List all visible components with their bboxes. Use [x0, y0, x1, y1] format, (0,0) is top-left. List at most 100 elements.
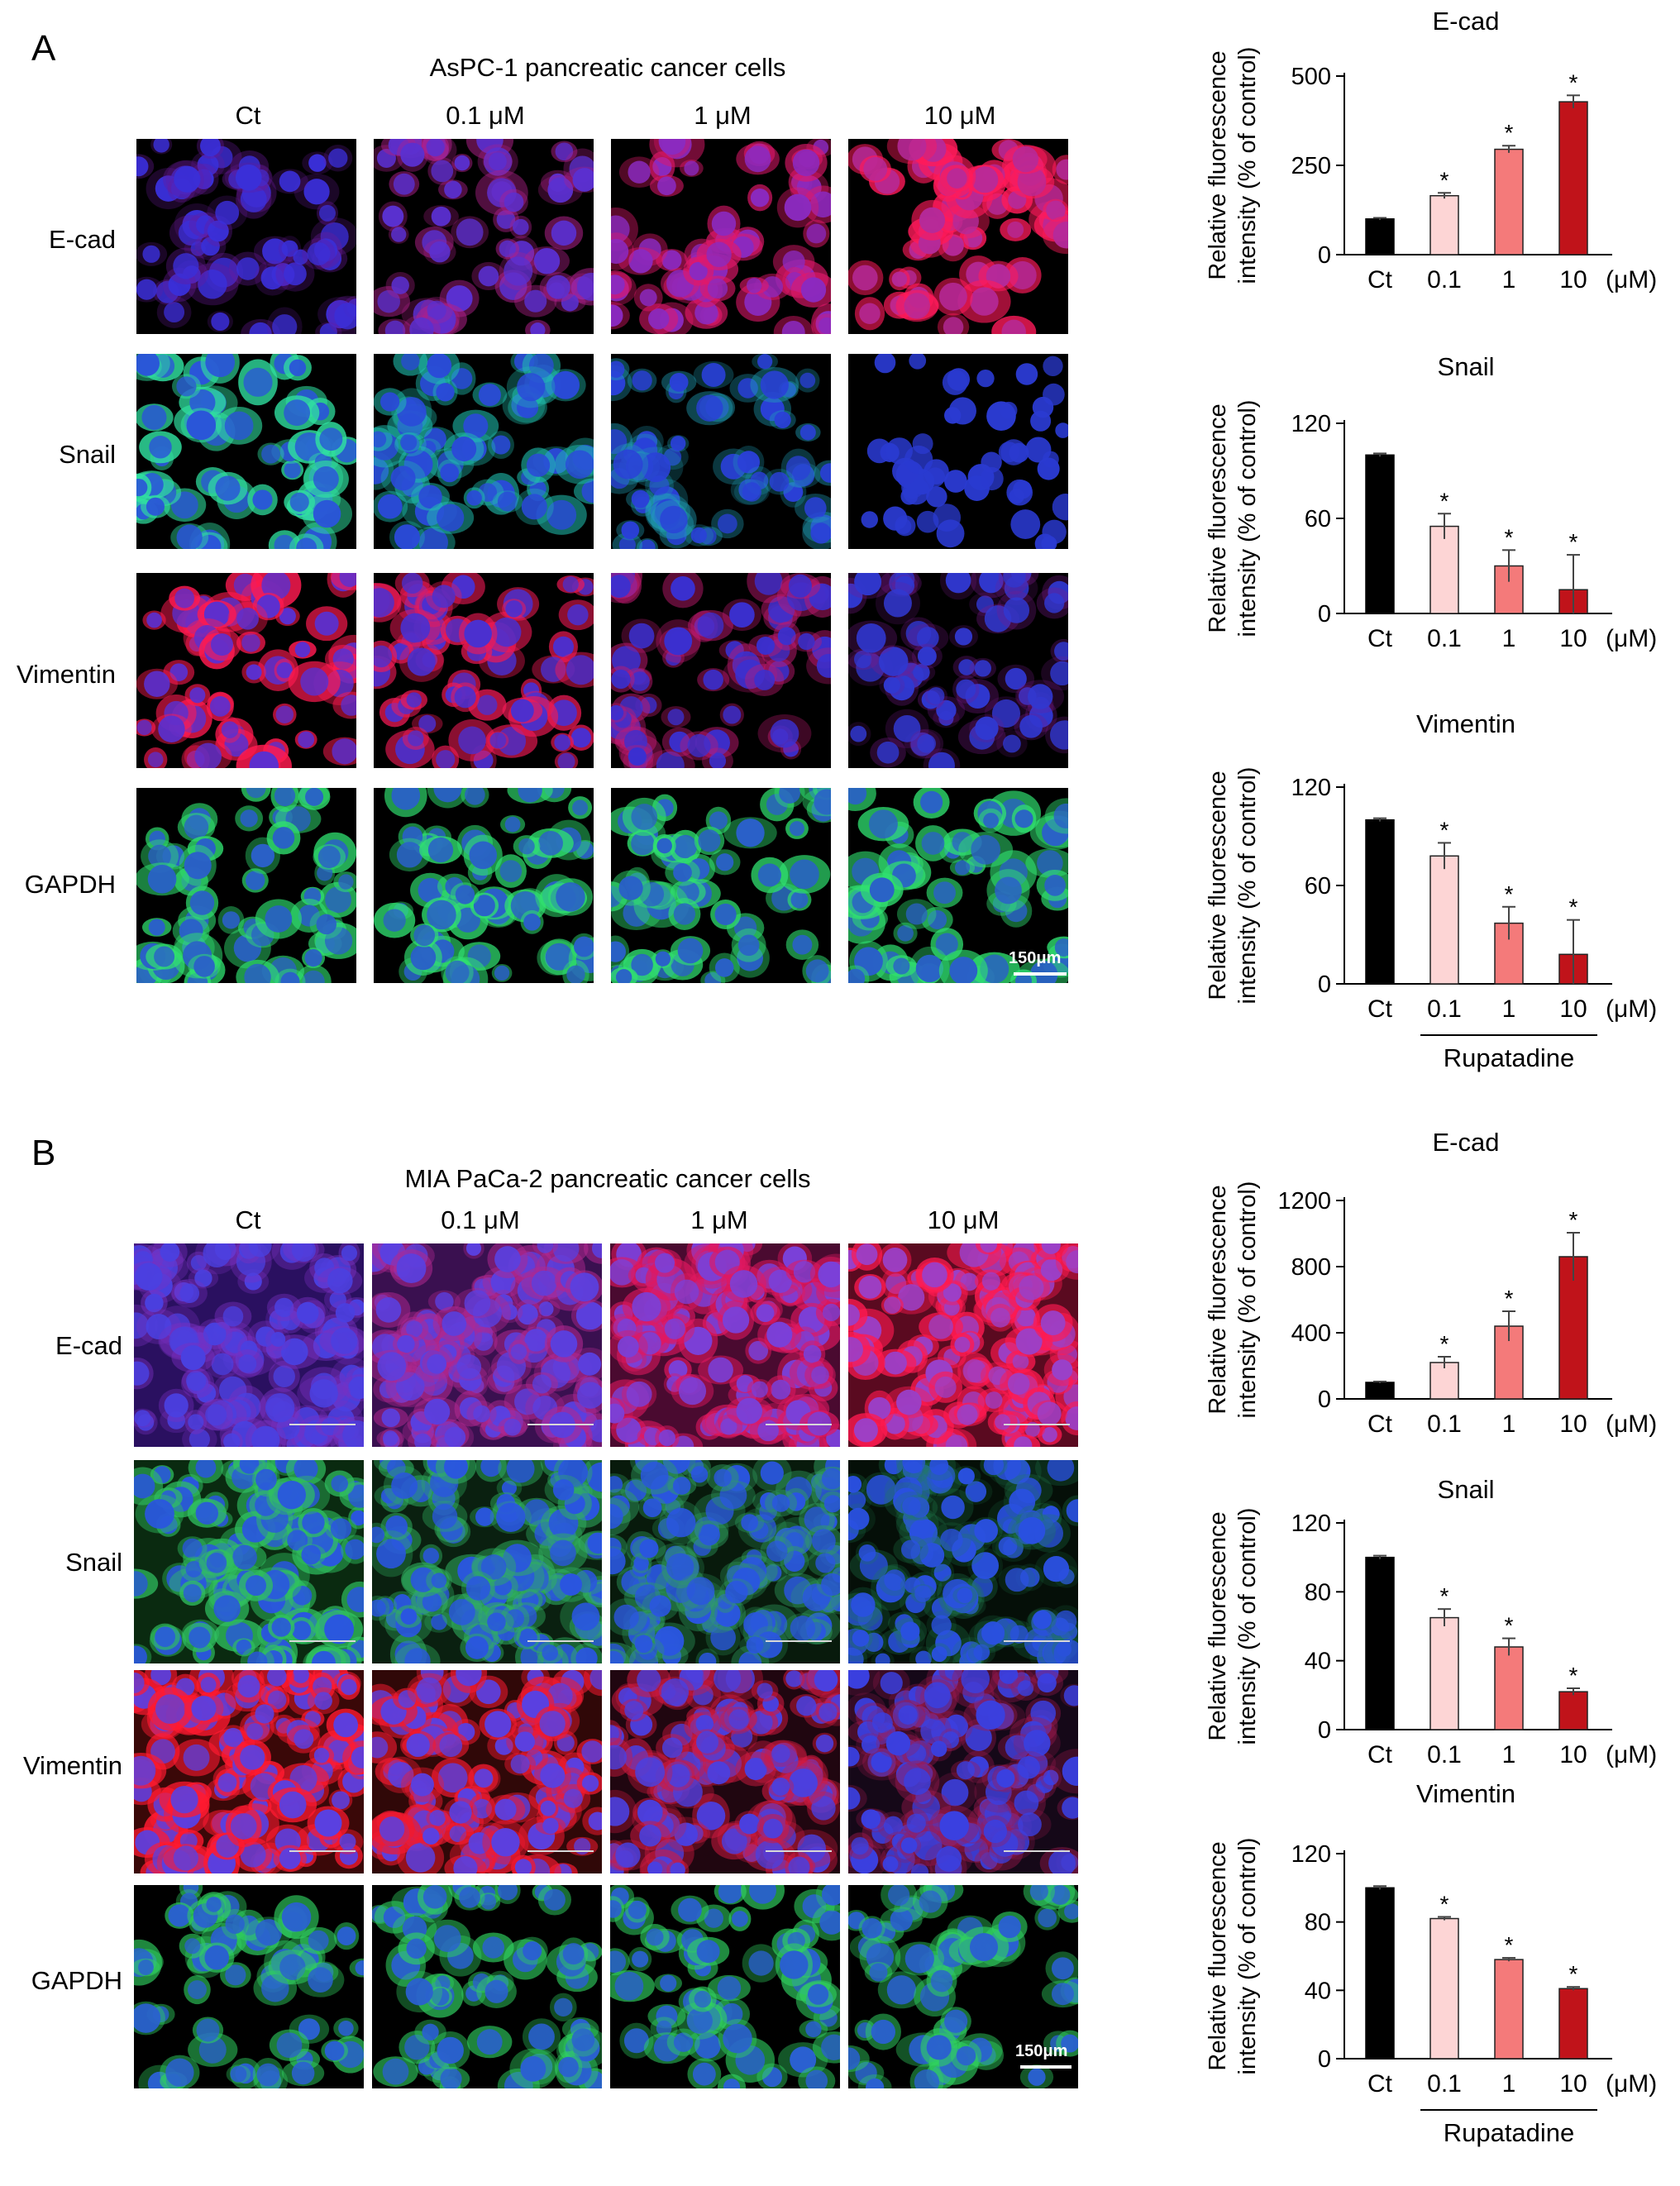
micrograph-a-vimentin-01: [374, 573, 594, 768]
y-axis-label-line2: intensity (% of control): [1234, 1508, 1261, 1745]
x-tick-label: 1: [1502, 1741, 1516, 1768]
x-tick-label: 0.1: [1427, 1410, 1462, 1438]
y-axis-label-line1: Relative fluorescence: [1205, 403, 1231, 632]
micrograph-a-snail-ct: [136, 354, 356, 549]
row-label-a-gapdh: GAPDH: [24, 870, 116, 899]
significance-star: *: [1569, 529, 1578, 555]
micrograph-a-snail-10: [848, 354, 1068, 549]
x-unit-label: (μM): [1606, 625, 1657, 652]
micrograph-b-gapdh-1: [610, 1885, 840, 2088]
bar-Ct: [1365, 1556, 1395, 1730]
y-tick-label: 60: [1305, 506, 1331, 532]
bar-Ct: [1365, 1382, 1395, 1400]
x-unit-label: (μM): [1606, 1741, 1657, 1768]
micrograph-b-vimentin-1: [610, 1670, 840, 1873]
y-axis-label-line1: Relative fluorescence: [1205, 1841, 1231, 2070]
tile-scale-bar: [766, 1850, 832, 1852]
micrograph-b-vimentin-01: [372, 1670, 602, 1873]
y-tick-label: 120: [1291, 411, 1331, 437]
y-axis-label-line1: Relative fluorescence: [1205, 1511, 1231, 1740]
bar-Ct: [1365, 1887, 1395, 2060]
chart-b-ecad: E-cad Relative fluorescence intensity (% o…: [1205, 1128, 1657, 1438]
row-label-b-ecad: E-cad: [55, 1331, 122, 1360]
row-label-b-snail: Snail: [65, 1548, 122, 1577]
significance-star: *: [1440, 1583, 1449, 1609]
panel-letter-b: B: [31, 1133, 56, 1173]
significance-star: *: [1569, 1663, 1578, 1688]
y-axis-label-line2: intensity (% of control): [1234, 47, 1261, 284]
y-tick-label: 0: [1318, 971, 1331, 998]
micrograph-b-gapdh-10: [848, 1885, 1078, 2088]
x-tick-label: 0.1: [1427, 995, 1462, 1023]
micrograph-b-snail-01: [372, 1460, 602, 1663]
significance-star: *: [1505, 1613, 1514, 1639]
col-label-b-01: 0.1 μM: [441, 1205, 520, 1234]
chart-title: Snail: [1438, 1475, 1495, 1504]
micrograph-b-gapdh-01: [372, 1885, 602, 2088]
micrograph-b-vimentin-ct: [134, 1670, 364, 1873]
x-tick-label: 0.1: [1427, 1741, 1462, 1768]
significance-star: *: [1569, 69, 1578, 95]
y-axis-label-line1: Relative fluorescence: [1205, 1185, 1231, 1414]
significance-star: *: [1569, 1207, 1578, 1233]
x-tick-label: 1: [1502, 625, 1516, 652]
y-tick-label: 120: [1291, 1511, 1331, 1537]
x-tick-label: 1: [1502, 1410, 1516, 1438]
x-tick-label: Ct: [1367, 1741, 1393, 1768]
micrograph-a-ecad-1: [611, 139, 831, 334]
significance-star: *: [1440, 1331, 1449, 1357]
micrograph-a-vimentin-10: [848, 573, 1068, 768]
y-tick-label: 120: [1291, 775, 1331, 801]
scale-bar-label-b: 150μm: [1015, 2042, 1068, 2060]
significance-star: *: [1440, 1891, 1449, 1916]
panel-title-a: AsPC-1 pancreatic cancer cells: [429, 53, 786, 82]
micrograph-b-ecad-1: [610, 1243, 840, 1447]
col-label-a-ct: Ct: [235, 101, 261, 130]
treatment-label: Rupatadine: [1444, 2118, 1575, 2147]
panel-title-b: MIA PaCa-2 pancreatic cancer cells: [404, 1164, 811, 1193]
micrograph-b-ecad-01: [372, 1243, 602, 1447]
col-label-b-ct: Ct: [235, 1205, 261, 1234]
x-tick-label: 0.1: [1427, 2070, 1462, 2098]
tile-scale-bar: [766, 1424, 832, 1425]
y-tick-label: 60: [1305, 873, 1331, 900]
y-axis-label-line2: intensity (% of control): [1234, 1181, 1261, 1419]
y-tick-label: 0: [1318, 242, 1331, 269]
scale-bar-b: [1020, 2065, 1071, 2069]
micrograph-a-ecad-10: [848, 139, 1068, 334]
x-tick-label: Ct: [1367, 625, 1393, 652]
bar-10: [1558, 1691, 1588, 1730]
significance-star: *: [1505, 1286, 1514, 1311]
x-tick-label: 0.1: [1427, 266, 1462, 294]
col-label-a-1: 1 μM: [694, 101, 752, 130]
scale-bar-a: [1014, 972, 1067, 976]
x-tick-label: 10: [1559, 1410, 1587, 1438]
y-tick-label: 0: [1318, 1717, 1331, 1744]
y-tick-label: 1200: [1277, 1188, 1331, 1215]
chart-a-ecad: E-cad Relative fluorescence intensity (% o…: [1205, 7, 1657, 294]
micrograph-a-snail-1: [611, 354, 831, 549]
significance-star: *: [1505, 881, 1514, 907]
significance-star: *: [1440, 167, 1449, 193]
micrograph-a-ecad-ct: [136, 139, 356, 334]
y-tick-label: 0: [1318, 601, 1331, 628]
tile-scale-bar: [289, 1850, 356, 1852]
chart-title: Vimentin: [1416, 709, 1515, 738]
x-unit-label: (μM): [1606, 266, 1657, 294]
x-tick-label: 10: [1559, 266, 1587, 294]
micrograph-a-gapdh-01: [374, 788, 594, 983]
micrograph-b-snail-10: [848, 1460, 1078, 1663]
chart-a-vimentin: Vimentin Relative fluorescence intensity (…: [1205, 709, 1657, 1072]
x-tick-label: Ct: [1367, 266, 1393, 294]
micrograph-b-ecad-ct: [134, 1243, 364, 1447]
row-label-a-snail: Snail: [59, 440, 116, 469]
significance-star: *: [1440, 817, 1449, 842]
col-label-a-01: 0.1 μM: [446, 101, 525, 130]
y-tick-label: 250: [1291, 153, 1331, 179]
micrograph-b-ecad-10: [848, 1243, 1078, 1447]
bar-0.1: [1429, 1362, 1459, 1400]
tile-scale-bar: [289, 1424, 356, 1425]
significance-star: *: [1569, 895, 1578, 920]
row-label-b-gapdh: GAPDH: [31, 1966, 122, 1995]
x-tick-label: Ct: [1367, 995, 1393, 1023]
